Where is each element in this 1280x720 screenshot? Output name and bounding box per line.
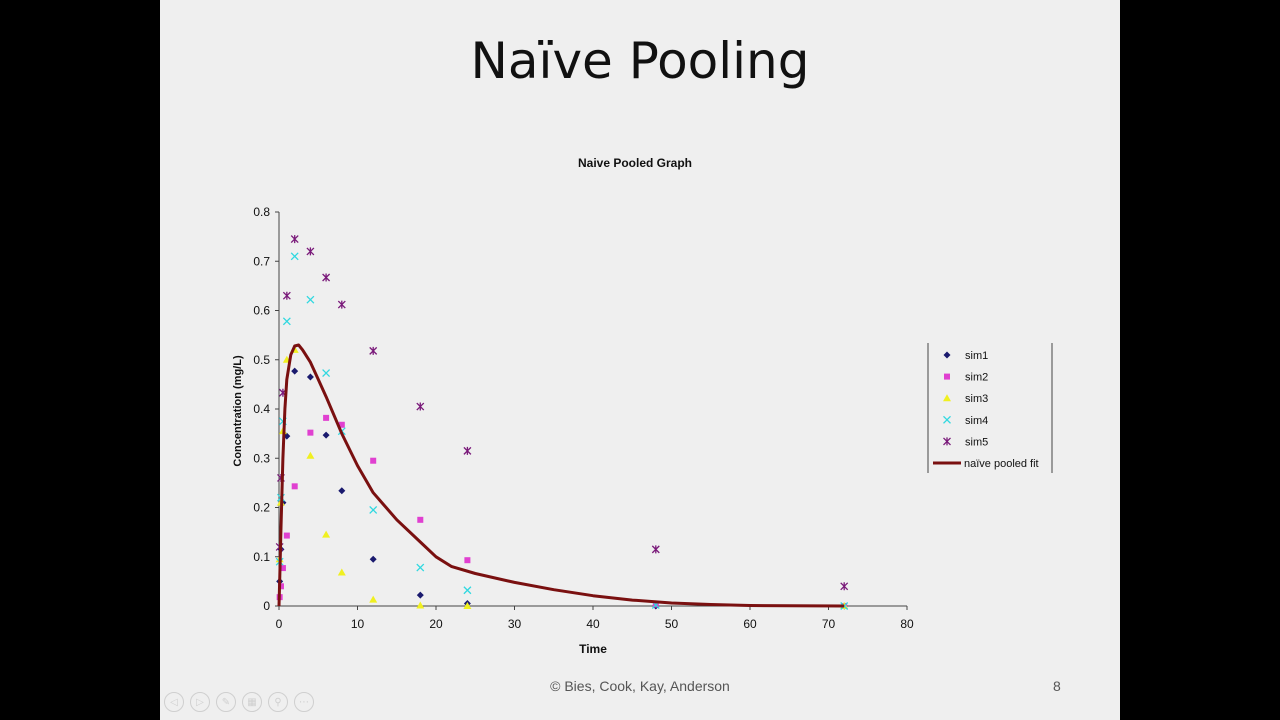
data-point-sim4 [282, 317, 291, 326]
y-tick-label: 0.1 [253, 550, 270, 564]
slide: Naïve Pooling Naive Pooled Graph 0 10 20 30 4… [160, 0, 1120, 720]
data-point-sim3 [416, 601, 425, 609]
data-point-sim2 [338, 421, 345, 428]
data-point-sim5 [840, 582, 849, 591]
data-point-sim3 [322, 530, 331, 538]
legend-label: sim1 [965, 350, 988, 362]
y-tick-label: 0.2 [253, 501, 270, 515]
data-point-sim4 [463, 586, 472, 595]
copyright-footer: © Bies, Cook, Kay, Anderson [550, 678, 730, 694]
legend-label: sim4 [965, 415, 988, 427]
data-point-sim5 [337, 300, 346, 309]
data-point-sim3 [463, 602, 472, 609]
y-tick-label: 0.8 [253, 205, 270, 219]
data-point-sim1 [306, 373, 314, 381]
legend-swatch-sim2 [944, 373, 950, 380]
legend-swatch-sim1 [943, 351, 951, 359]
previous-slide-icon[interactable]: ◁ [164, 692, 184, 712]
data-point-sim2 [307, 429, 314, 436]
x-tick-label: 10 [351, 617, 365, 631]
data-point-sim5 [463, 446, 472, 455]
data-point-sim3 [369, 595, 378, 603]
x-tick-label: 20 [429, 617, 443, 631]
data-point-sim5 [651, 545, 660, 554]
slide-title: Naïve Pooling [470, 32, 810, 90]
data-point-sim1 [416, 591, 424, 599]
data-point-sim3 [337, 568, 346, 576]
data-point-sim2 [417, 516, 424, 523]
data-point-sim2 [291, 483, 298, 490]
chart-title: Naive Pooled Graph [578, 156, 692, 170]
data-point-sim2 [283, 532, 290, 539]
zoom-icon[interactable]: ⚲ [268, 692, 288, 712]
data-point-sim2 [279, 565, 286, 572]
legend-label: sim3 [965, 393, 988, 405]
y-tick-label: 0.5 [253, 353, 270, 367]
data-point-sim3 [306, 451, 315, 459]
x-tick-label: 70 [822, 617, 836, 631]
slides-grid-icon[interactable]: ▦ [242, 692, 262, 712]
y-tick-label: 0.7 [253, 254, 270, 268]
data-point-sim5 [306, 247, 315, 256]
legend-label: sim5 [965, 436, 988, 448]
data-point-sim2 [323, 414, 330, 421]
y-tick-label: 0.6 [253, 304, 270, 318]
y-tick-label: 0.3 [253, 451, 270, 465]
naive-pooled-chart: Naive Pooled Graph 0 10 20 30 40 50 60 70 80 0 0.1 0… [232, 156, 1053, 656]
y-tick-label: 0 [263, 599, 270, 613]
x-tick-label: 0 [276, 617, 283, 631]
data-point-sim1 [291, 367, 299, 375]
y-tick-label: 0.4 [253, 402, 270, 416]
data-point-sim5 [416, 402, 425, 411]
data-point-sim4 [369, 506, 378, 514]
legend-swatch-sim5 [943, 437, 951, 446]
data-point-sim5 [369, 346, 378, 355]
presentation-controls: ◁ ▷ ✎ ▦ ⚲ ⋯ [164, 692, 314, 712]
data-point-sim5 [282, 291, 291, 300]
x-tick-label: 50 [665, 617, 679, 631]
data-point-sim4 [306, 295, 315, 304]
data-point-sim4 [416, 563, 425, 572]
pen-icon[interactable]: ✎ [216, 692, 236, 712]
page-number: 8 [1053, 678, 1061, 694]
legend-swatch-sim4 [943, 415, 951, 424]
data-point-sim1 [338, 487, 346, 495]
data-point-sim5 [290, 235, 299, 244]
data-point-sim2 [370, 457, 377, 464]
legend-swatch-sim3 [943, 394, 951, 402]
legend-label: sim2 [965, 372, 988, 384]
next-slide-icon[interactable]: ▷ [190, 692, 210, 712]
x-tick-label: 30 [508, 617, 522, 631]
y-axis-label: Concentration (mg/L) [232, 355, 244, 467]
data-point-sim1 [322, 431, 330, 439]
data-point-sim1 [369, 555, 377, 563]
data-point-sim4 [290, 252, 299, 261]
x-tick-label: 80 [900, 617, 914, 631]
x-tick-label: 40 [586, 617, 600, 631]
fit-line [277, 343, 845, 608]
data-point-sim5 [322, 273, 331, 282]
data-point-sim4 [322, 369, 331, 378]
x-axis-label: Time [579, 642, 607, 656]
legend-label: naïve pooled fit [964, 458, 1039, 470]
more-options-icon[interactable]: ⋯ [294, 692, 314, 712]
x-tick-label: 60 [743, 617, 757, 631]
data-point-sim2 [464, 557, 471, 564]
